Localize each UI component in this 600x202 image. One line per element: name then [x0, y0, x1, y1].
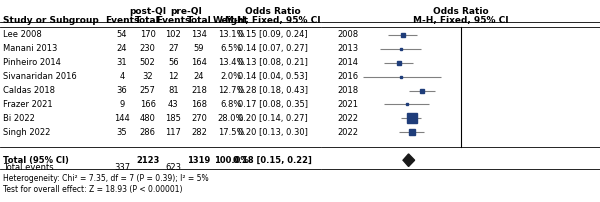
Text: 2016: 2016 [338, 72, 359, 81]
Text: 24: 24 [194, 72, 204, 81]
Text: M-H, Fixed, 95% CI: M-H, Fixed, 95% CI [413, 16, 508, 25]
Text: Total: Total [135, 16, 160, 25]
Text: 2008: 2008 [338, 30, 359, 39]
Text: 2123: 2123 [136, 156, 160, 165]
Text: 59: 59 [194, 44, 204, 53]
Text: 164: 164 [191, 58, 207, 67]
Text: 2022: 2022 [338, 114, 359, 123]
Text: 81: 81 [168, 86, 179, 95]
Text: 0.17 [0.08, 0.35]: 0.17 [0.08, 0.35] [238, 100, 308, 109]
Text: 100.0%: 100.0% [214, 156, 248, 165]
Text: 13.4%: 13.4% [218, 58, 244, 67]
Text: Sivanaridan 2016: Sivanaridan 2016 [3, 72, 77, 81]
Text: 9: 9 [119, 100, 125, 109]
Text: 0.18 [0.15, 0.22]: 0.18 [0.15, 0.22] [233, 156, 312, 165]
Text: 17.5%: 17.5% [218, 128, 244, 137]
Text: Pinheiro 2014: Pinheiro 2014 [3, 58, 61, 67]
Text: 117: 117 [166, 128, 181, 137]
Text: 0.13 [0.08, 0.21]: 0.13 [0.08, 0.21] [238, 58, 308, 67]
Text: Total: Total [187, 16, 211, 25]
Text: 502: 502 [140, 58, 155, 67]
Text: 102: 102 [166, 30, 181, 39]
Text: 13.1%: 13.1% [218, 30, 244, 39]
Text: Bi 2022: Bi 2022 [3, 114, 35, 123]
Text: post-QI: post-QI [129, 7, 166, 16]
Text: 56: 56 [168, 58, 179, 67]
Text: Events: Events [105, 16, 139, 25]
Text: Heterogeneity: Chi² = 7.35, df = 7 (P = 0.39); I² = 5%: Heterogeneity: Chi² = 7.35, df = 7 (P = … [3, 174, 209, 183]
Text: Weight: Weight [213, 16, 249, 25]
Text: 2021: 2021 [338, 100, 359, 109]
Text: 12: 12 [168, 72, 179, 81]
Text: 24: 24 [117, 44, 127, 53]
Text: 185: 185 [166, 114, 181, 123]
Text: pre-QI: pre-QI [170, 7, 202, 16]
Text: 337: 337 [114, 163, 130, 172]
Text: 218: 218 [191, 86, 207, 95]
Text: 43: 43 [168, 100, 179, 109]
Text: 0.28 [0.18, 0.43]: 0.28 [0.18, 0.43] [238, 86, 308, 95]
Text: Odds Ratio: Odds Ratio [433, 7, 488, 16]
Text: 170: 170 [140, 30, 155, 39]
Text: 2014: 2014 [338, 58, 359, 67]
Text: Events: Events [156, 16, 191, 25]
Text: 28.0%: 28.0% [218, 114, 244, 123]
Text: Caldas 2018: Caldas 2018 [3, 86, 55, 95]
Text: 286: 286 [140, 128, 155, 137]
Text: 2.0%: 2.0% [221, 72, 242, 81]
Text: Total (95% CI): Total (95% CI) [3, 156, 69, 165]
Text: 31: 31 [116, 58, 127, 67]
Text: 4: 4 [119, 72, 125, 81]
Text: Manani 2013: Manani 2013 [3, 44, 58, 53]
Text: 6.5%: 6.5% [220, 44, 242, 53]
Text: 270: 270 [191, 114, 207, 123]
Text: 2013: 2013 [338, 44, 359, 53]
Text: Frazer 2021: Frazer 2021 [3, 100, 53, 109]
Text: 0.14 [0.07, 0.27]: 0.14 [0.07, 0.27] [238, 44, 308, 53]
Text: 1319: 1319 [187, 156, 211, 165]
Text: 2022: 2022 [338, 128, 359, 137]
Text: 134: 134 [191, 30, 207, 39]
Text: Study or Subgroup: Study or Subgroup [3, 16, 99, 25]
Text: 257: 257 [140, 86, 155, 95]
Text: 0.20 [0.13, 0.30]: 0.20 [0.13, 0.30] [238, 128, 308, 137]
Text: Lee 2008: Lee 2008 [3, 30, 42, 39]
Text: Test for overall effect: Z = 18.93 (P < 0.00001): Test for overall effect: Z = 18.93 (P < … [3, 185, 183, 194]
Text: 0.14 [0.04, 0.53]: 0.14 [0.04, 0.53] [238, 72, 308, 81]
Text: 144: 144 [114, 114, 130, 123]
Text: 0.20 [0.14, 0.27]: 0.20 [0.14, 0.27] [238, 114, 308, 123]
Text: 2018: 2018 [338, 86, 359, 95]
Text: 282: 282 [191, 128, 207, 137]
Text: 12.7%: 12.7% [218, 86, 244, 95]
Text: Singh 2022: Singh 2022 [3, 128, 50, 137]
Text: 166: 166 [140, 100, 155, 109]
Text: 0.15 [0.09, 0.24]: 0.15 [0.09, 0.24] [238, 30, 308, 39]
Text: 168: 168 [191, 100, 207, 109]
Polygon shape [403, 154, 415, 166]
Text: 480: 480 [140, 114, 155, 123]
Text: M-H, Fixed, 95% CI: M-H, Fixed, 95% CI [225, 16, 320, 25]
Text: 32: 32 [142, 72, 153, 81]
Text: Total events: Total events [3, 163, 54, 172]
Text: Odds Ratio: Odds Ratio [245, 7, 301, 16]
Text: 230: 230 [140, 44, 155, 53]
Text: 54: 54 [117, 30, 127, 39]
Text: 623: 623 [166, 163, 181, 172]
Text: 27: 27 [168, 44, 179, 53]
Text: 35: 35 [116, 128, 127, 137]
Text: 36: 36 [116, 86, 127, 95]
Text: 6.8%: 6.8% [220, 100, 242, 109]
